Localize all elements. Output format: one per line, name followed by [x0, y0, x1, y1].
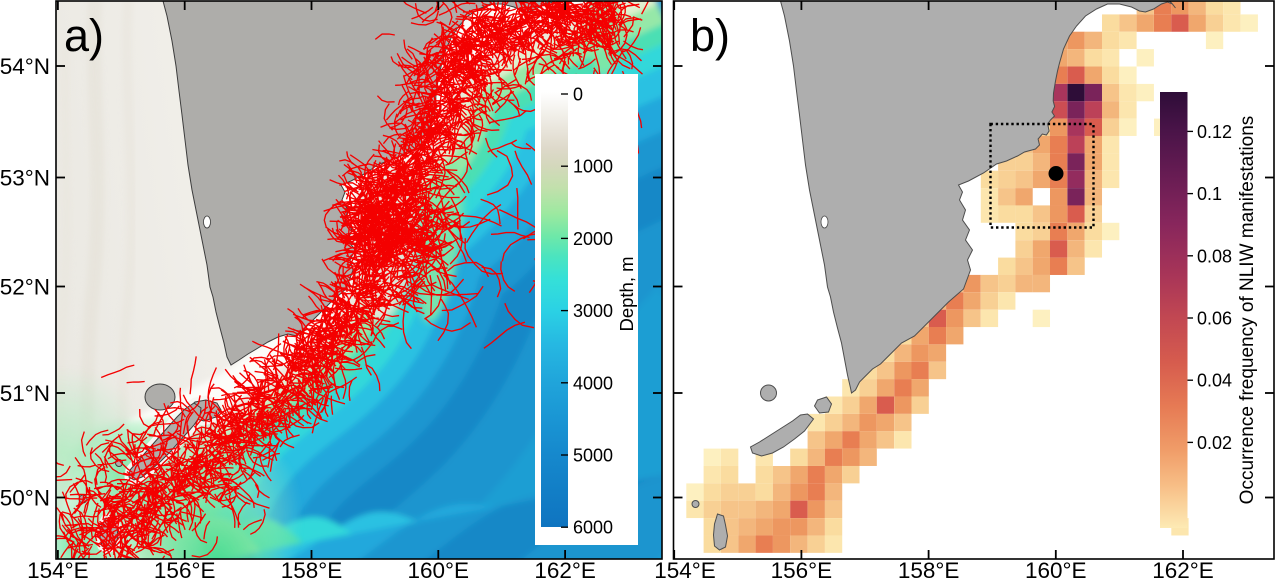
svg-text:156°E: 156°E	[771, 558, 833, 583]
svg-text:52°N: 52°N	[0, 275, 50, 300]
svg-text:Occurrence frequency of NLIW m: Occurrence frequency of NLIW manifestati…	[1237, 116, 1258, 505]
svg-text:162°E: 162°E	[534, 558, 596, 583]
svg-text:154°E: 154°E	[654, 558, 716, 583]
svg-text:2000: 2000	[573, 229, 613, 249]
svg-text:0.04: 0.04	[1197, 371, 1232, 391]
svg-text:b): b)	[690, 10, 730, 61]
svg-text:0.08: 0.08	[1197, 246, 1232, 266]
svg-text:Depth, m: Depth, m	[616, 256, 637, 331]
svg-text:0: 0	[573, 85, 583, 105]
svg-text:53°N: 53°N	[0, 166, 50, 191]
svg-text:50°N: 50°N	[0, 486, 50, 511]
svg-text:4000: 4000	[573, 373, 613, 393]
svg-text:160°E: 160°E	[1025, 558, 1087, 583]
svg-text:154°E: 154°E	[27, 558, 89, 583]
svg-text:156°E: 156°E	[154, 558, 216, 583]
svg-text:0.12: 0.12	[1197, 122, 1232, 142]
svg-text:160°E: 160°E	[408, 558, 470, 583]
svg-text:162°E: 162°E	[1152, 558, 1214, 583]
svg-text:0.02: 0.02	[1197, 433, 1232, 453]
svg-text:a): a)	[64, 10, 104, 61]
svg-text:1000: 1000	[573, 157, 613, 177]
svg-text:5000: 5000	[573, 446, 613, 466]
svg-text:54°N: 54°N	[0, 54, 50, 79]
svg-text:6000: 6000	[573, 518, 613, 538]
svg-text:0.06: 0.06	[1197, 309, 1232, 329]
svg-text:51°N: 51°N	[0, 381, 50, 406]
svg-text:0.1: 0.1	[1197, 184, 1222, 204]
svg-text:158°E: 158°E	[898, 558, 960, 583]
svg-text:158°E: 158°E	[281, 558, 343, 583]
svg-text:3000: 3000	[573, 301, 613, 321]
